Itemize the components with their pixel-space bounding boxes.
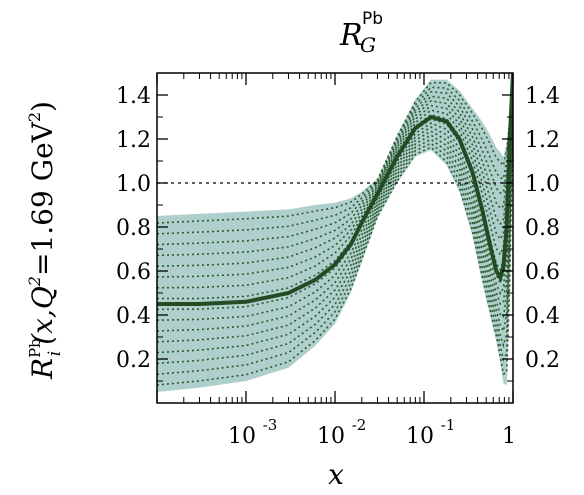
y-axis-title: RPbi(x,Q2=1.69 GeV2) [25, 101, 65, 380]
x-axis-title: x [328, 458, 344, 491]
error-set-curve [157, 73, 513, 246]
central-fit-line [157, 73, 513, 306]
y-tick-label-left: 0.4 [116, 304, 151, 329]
y-tick-label-right: 1.0 [525, 172, 560, 197]
y-tick-label-left: 1.4 [116, 84, 151, 109]
error-set-curve [157, 81, 513, 321]
y-title-sq2: 2 [25, 112, 44, 122]
error-set-curve [157, 73, 513, 278]
y-tick-label-right: 1.4 [525, 84, 560, 109]
error-set-curve [157, 113, 513, 386]
y-title-eq: =1.69 GeV [26, 121, 59, 276]
error-set-curve [157, 108, 513, 375]
y-tick-label-right: 0.8 [525, 216, 560, 241]
uncertainty-band [157, 73, 513, 392]
y-tick-label-left: 0.8 [116, 216, 151, 241]
plot-area: 0.2 0.2 0.4 0.4 0.6 0.6 0.8 0.8 1.0 1.0 1.2 1.2 1.4 1… [116, 72, 560, 449]
title-superscript: Pb [362, 9, 383, 29]
x-tick-label-exponent: -1 [441, 416, 456, 434]
title-subscript: G [360, 33, 376, 57]
y-title-sup-pb: Pb [26, 338, 44, 358]
x-tick-label: 1 [502, 424, 516, 449]
y-tick-label-right: 0.6 [525, 260, 560, 285]
y-tick-label-left: 1.2 [116, 128, 151, 153]
chart-title: R Pb G [339, 9, 383, 57]
x-tick-label-exponent: -2 [352, 416, 367, 434]
y-tick-label-right: 1.2 [525, 128, 560, 153]
error-set-curve [157, 73, 513, 257]
y-tick-label-left: 0.2 [116, 348, 151, 373]
error-set-curve [157, 102, 513, 365]
y-title-lead: R [26, 358, 59, 380]
y-title-sub-i: i [45, 351, 65, 356]
y-tick-label-left: 1.0 [116, 172, 151, 197]
title-main: R [339, 18, 363, 53]
x-tick-label: 10 [228, 424, 256, 449]
x-tick-label: 10 [317, 424, 345, 449]
y-title-close: ) [26, 101, 59, 112]
y-title-sq: 2 [25, 276, 44, 287]
x-tick-label: 10 [406, 424, 434, 449]
x-tick-label-exponent: -3 [263, 416, 278, 434]
y-axis-title-text: RPbi(x,Q2=1.69 GeV2) [25, 101, 65, 380]
error-set-curve [157, 73, 513, 224]
error-set-curve [157, 73, 513, 235]
y-title-args: (x,Q [26, 286, 59, 345]
error-set-curve [157, 86, 513, 332]
error-set-curve [157, 73, 513, 267]
y-tick-label-right: 0.4 [525, 304, 560, 329]
y-tick-label-right: 0.2 [525, 348, 560, 373]
y-tick-label-left: 0.6 [116, 260, 151, 285]
error-set-curve [157, 73, 513, 289]
